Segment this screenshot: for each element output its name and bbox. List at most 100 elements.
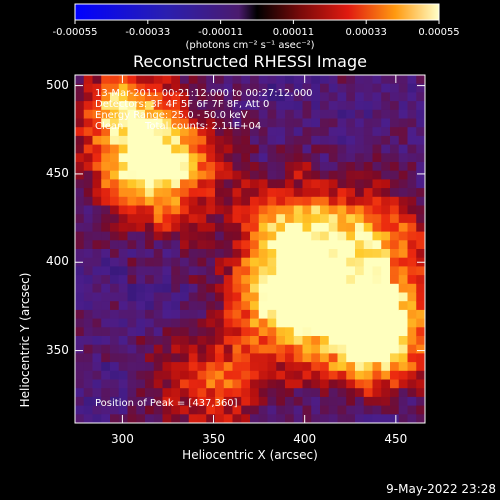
heatmap-cell (162, 92, 172, 102)
heatmap-cell (232, 153, 242, 163)
heatmap-cell (127, 75, 137, 85)
heatmap-cell (372, 162, 382, 172)
heatmap-cell (110, 283, 120, 293)
heatmap-cell (171, 396, 181, 407)
heatmap-cell (363, 266, 373, 276)
heatmap-cell (398, 344, 408, 354)
heatmap-cell (363, 92, 373, 102)
heatmap-cell (101, 249, 111, 259)
heatmap-cell (416, 405, 426, 415)
heatmap-cell (302, 318, 312, 328)
heatmap-cell (355, 257, 365, 267)
heatmap-cell (372, 388, 382, 398)
heatmap-cell (197, 109, 207, 119)
heatmap-cell (171, 266, 181, 276)
heatmap-cell (276, 179, 286, 189)
heatmap-cell (363, 344, 373, 354)
heatmap-cell (337, 135, 347, 146)
heatmap-cell (162, 196, 172, 206)
heatmap-cell (311, 83, 321, 93)
heatmap-cell (311, 162, 321, 172)
heatmap-cell (293, 144, 303, 154)
y-tick-label: 450 (46, 165, 69, 180)
heatmap-cell (180, 396, 190, 407)
heatmap-cell (118, 353, 128, 363)
heatmap-cell (83, 196, 93, 206)
heatmap-cell (223, 370, 233, 380)
heatmap-cell (407, 301, 417, 311)
heatmap-cell (320, 396, 330, 407)
heatmap-cell (180, 379, 190, 389)
heatmap-cell (337, 301, 347, 311)
heatmap-cell (337, 283, 347, 293)
heatmap-cell (223, 170, 233, 180)
heatmap-cell (180, 196, 190, 206)
heatmap-cell (110, 231, 120, 241)
heatmap-cell (381, 396, 391, 407)
heatmap-cell (258, 292, 268, 302)
heatmap-cell (145, 396, 155, 407)
colorbar (74, 3, 440, 21)
heatmap-cell (101, 336, 111, 346)
heatmap-cell (171, 327, 181, 337)
heatmap-cell (302, 353, 312, 363)
heatmap-cell (302, 388, 312, 398)
heatmap-cell (83, 414, 93, 424)
heatmap-cell (118, 266, 128, 276)
heatmap-cell (75, 92, 85, 102)
heatmap-cell (197, 135, 207, 146)
heatmap-cell (258, 118, 268, 128)
heatmap-cell (162, 301, 172, 311)
heatmap-cell (136, 205, 146, 215)
heatmap-cell (223, 179, 233, 189)
heatmap-cell (372, 257, 382, 267)
heatmap-cell (101, 196, 111, 206)
heatmap-cell (346, 83, 356, 93)
heatmap-cell (320, 92, 330, 102)
heatmap-cell (145, 309, 155, 320)
heatmap-cell (153, 240, 163, 250)
heatmap-cell (250, 327, 260, 337)
heatmap-cell (363, 222, 373, 233)
heatmap-cell (101, 179, 111, 189)
heatmap-cell (355, 370, 365, 380)
heatmap-cell (293, 327, 303, 337)
heatmap-cell (127, 318, 137, 328)
heatmap-cell (363, 153, 373, 163)
heatmap-cell (293, 266, 303, 276)
heatmap-cell (407, 275, 417, 285)
heatmap-cell (127, 118, 137, 128)
heatmap-cell (206, 414, 216, 424)
heatmap-cell (416, 396, 426, 407)
heatmap-cell (92, 370, 102, 380)
heatmap-cell (215, 188, 225, 198)
heatmap-cell (110, 92, 120, 102)
heatmap-cell (381, 231, 391, 241)
heatmap-cell (145, 196, 155, 206)
heatmap-cell (206, 362, 216, 372)
heatmap-cell (136, 257, 146, 267)
heatmap-cell (320, 214, 330, 224)
heatmap-cell (250, 196, 260, 206)
heatmap-cell (363, 170, 373, 180)
heatmap-cell (390, 109, 400, 119)
heatmap-cell (363, 388, 373, 398)
heatmap-cell (110, 370, 120, 380)
heatmap-cell (92, 205, 102, 215)
heatmap-cell (302, 170, 312, 180)
heatmap-cell (267, 118, 277, 128)
heatmap-cell (381, 170, 391, 180)
heatmap-cell (232, 370, 242, 380)
heatmap-cell (188, 257, 198, 267)
heatmap-cell (355, 205, 365, 215)
heatmap-cell (258, 196, 268, 206)
heatmap-cell (118, 75, 128, 85)
heatmap-cell (136, 283, 146, 293)
heatmap-cell (311, 362, 321, 372)
heatmap-cell (127, 292, 137, 302)
heatmap-cell (180, 370, 190, 380)
heatmap-cell (136, 301, 146, 311)
heatmap-cell (267, 344, 277, 354)
heatmap-cell (407, 83, 417, 93)
heatmap-cell (293, 83, 303, 93)
